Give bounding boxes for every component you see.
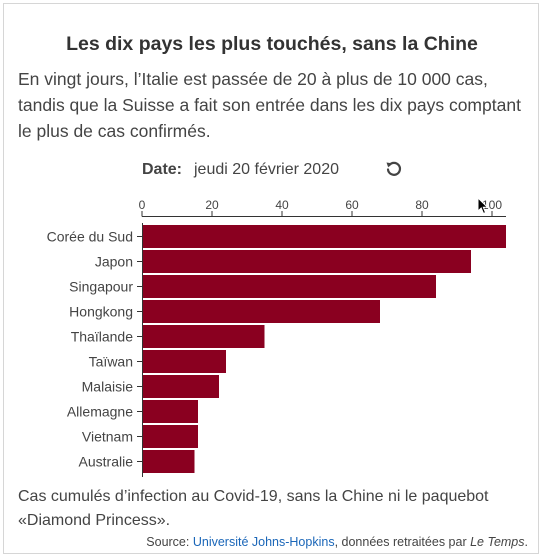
x-tick-label: 100 [482, 198, 502, 212]
bar [143, 250, 471, 273]
bar [143, 425, 198, 448]
source-publication: Le Temps [470, 535, 525, 549]
date-label: Date: [142, 161, 183, 178]
bar [143, 300, 380, 323]
y-tick-label: Vietnam [82, 429, 133, 445]
bar [143, 350, 226, 373]
bar [143, 225, 506, 248]
source-prefix: Source: [146, 535, 193, 549]
x-tick-label: 60 [345, 198, 359, 212]
y-tick-label: Malaisie [82, 379, 134, 395]
x-tick-label: 0 [139, 198, 146, 212]
y-tick-label: Allemagne [67, 404, 133, 420]
y-tick-label: Corée du Sud [47, 229, 133, 245]
bar [143, 450, 195, 473]
y-tick-label: Hongkong [69, 304, 133, 320]
x-tick-label: 20 [205, 198, 219, 212]
bar-chart: 0 20 40 60 80 100 Corée du Sud Japon Singapour Ho… [47, 198, 506, 477]
chart-caption: Cas cumulés d’infection au Covid-19, san… [18, 488, 489, 529]
date-value: jeudi 20 février 2020 [194, 161, 339, 178]
bar [143, 375, 219, 398]
y-tick-label: Japon [95, 254, 133, 270]
replay-icon[interactable] [385, 160, 403, 178]
source-line: Source: Université Johns-Hopkins, donnée… [146, 535, 528, 549]
y-tick-label: Taïwan [89, 354, 133, 370]
source-middle: , données retraitées par [334, 535, 471, 549]
y-tick-label: Singapour [69, 279, 133, 295]
source-suffix: . [524, 535, 528, 549]
x-tick-label: 40 [275, 198, 289, 212]
x-tick-label: 80 [415, 198, 429, 212]
chart-subtitle: En vingt jours, l’Italie est passée de 2… [18, 69, 521, 141]
bar [143, 275, 436, 298]
mouse-cursor-icon [477, 197, 489, 215]
bar [143, 400, 198, 423]
y-tick-label: Australie [79, 454, 134, 470]
chart-title: Les dix pays les plus touchés, sans la C… [66, 33, 478, 55]
y-tick-label: Thaïlande [71, 329, 133, 345]
bar [143, 325, 265, 348]
source-link[interactable]: Université Johns-Hopkins [192, 535, 335, 549]
